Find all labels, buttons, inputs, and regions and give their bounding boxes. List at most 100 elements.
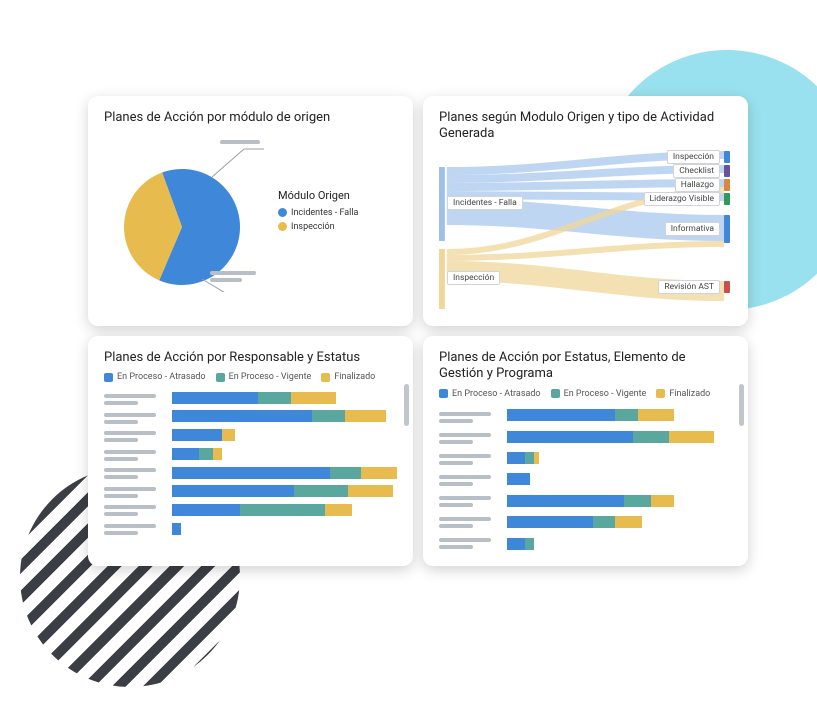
sankey-target-label: Informativa — [665, 222, 720, 236]
bar-row — [172, 392, 397, 404]
bar-row — [172, 523, 397, 535]
sankey-chart: Incidentes - FallaInspecciónInspecciónCh… — [439, 149, 732, 319]
sankey-target-bar — [724, 151, 730, 163]
bar-segment — [330, 467, 362, 479]
bar-segment — [507, 516, 593, 528]
category-label-placeholder — [439, 473, 499, 488]
bar-segment — [172, 504, 240, 516]
bar-segment — [222, 429, 236, 441]
bar-segment — [345, 410, 386, 422]
bar-row — [507, 452, 732, 464]
card-title: Planes según Modulo Origen y tipo de Act… — [439, 110, 732, 143]
card-bars-responsable: Planes de Acción por Responsable y Estat… — [88, 336, 413, 566]
scrollbar[interactable] — [739, 384, 744, 426]
legend: En Proceso - Atrasado En Proceso - Vigent… — [104, 372, 397, 382]
sankey-target-label: Hallazgo — [675, 178, 720, 192]
bar-segment — [312, 410, 346, 422]
category-labels — [439, 405, 499, 555]
bar-segment — [507, 431, 633, 443]
bar-segment — [172, 523, 181, 535]
bar-segment — [507, 473, 530, 485]
callout-placeholder — [220, 138, 266, 146]
bar-row — [507, 516, 732, 528]
bar-segment — [615, 516, 642, 528]
sankey-source-label: Inspección — [447, 271, 500, 285]
bar-row — [172, 467, 397, 479]
bar-segment — [593, 516, 616, 528]
category-label-placeholder — [104, 411, 164, 426]
bar-segment — [638, 409, 674, 421]
sankey-source-label: Incidentes - Falla — [447, 196, 523, 210]
category-label-placeholder — [439, 494, 499, 509]
bar-segment — [525, 452, 534, 464]
card-sankey-modulo-actividad: Planes según Modulo Origen y tipo de Act… — [423, 96, 748, 326]
sankey-target-label: Inspección — [667, 150, 720, 164]
bar-segment — [172, 448, 199, 460]
sankey-target-bar — [724, 215, 730, 243]
category-label-placeholder — [439, 452, 499, 467]
bar-row — [507, 409, 732, 421]
category-labels — [104, 388, 164, 538]
bar-row — [172, 429, 397, 441]
bar-segment — [213, 448, 222, 460]
bar-segment — [669, 431, 714, 443]
bar-segment — [294, 485, 348, 497]
category-label-placeholder — [439, 536, 499, 551]
bar-segment — [525, 538, 534, 550]
bar-segment — [633, 431, 669, 443]
card-pie-modulo-origen: Planes de Acción por módulo de origen Mó… — [88, 96, 413, 326]
legend-item: En Proceso - Atrasado — [104, 372, 206, 382]
callout-placeholder — [210, 269, 270, 284]
bar-row — [507, 538, 732, 550]
category-label-placeholder — [439, 431, 499, 446]
sankey-target-label: Checklist — [673, 164, 720, 178]
bar-segment — [507, 452, 525, 464]
sankey-target-bar — [724, 193, 730, 205]
bar-segment — [507, 495, 624, 507]
card-title: Planes de Acción por módulo de origen — [104, 110, 397, 126]
stacked-bar-chart — [104, 388, 397, 538]
bar-segment — [172, 429, 222, 441]
category-label-placeholder — [104, 466, 164, 481]
category-label-placeholder — [104, 503, 164, 518]
category-label-placeholder — [439, 410, 499, 425]
card-title: Planes de Acción por Estatus, Elemento d… — [439, 350, 732, 383]
pie-legend: Módulo Origen Incidentes - FallaInspecci… — [278, 189, 397, 236]
bar-row — [172, 448, 397, 460]
bar-row — [507, 473, 732, 485]
bar-segment — [325, 504, 352, 516]
legend-item: En Proceso - Vigente — [216, 372, 312, 382]
bar-segment — [348, 485, 393, 497]
legend-item: Finalizado — [321, 372, 375, 382]
legend: En Proceso - AtrasadoEn Proceso - Vigent… — [439, 389, 732, 399]
bar-row — [172, 504, 397, 516]
bar-segment — [172, 410, 312, 422]
card-bars-gestion-programa: Planes de Acción por Estatus, Elemento d… — [423, 336, 748, 566]
bar-segment — [258, 392, 292, 404]
category-label-placeholder — [104, 429, 164, 444]
sankey-target-bar — [724, 179, 730, 191]
category-label-placeholder — [104, 485, 164, 500]
bar-segment — [172, 392, 258, 404]
sankey-target-bar — [724, 165, 730, 177]
bar-row — [172, 410, 397, 422]
category-label-placeholder — [104, 522, 164, 537]
bar-segment — [291, 392, 336, 404]
bar-row — [507, 431, 732, 443]
bar-row — [172, 485, 397, 497]
stacked-bar-chart — [439, 405, 732, 555]
category-label-placeholder — [104, 392, 164, 407]
bars-area — [507, 405, 732, 555]
bar-segment — [172, 467, 330, 479]
legend-item: Finalizado — [656, 389, 710, 399]
bar-segment — [651, 495, 674, 507]
bar-segment — [361, 467, 397, 479]
category-label-placeholder — [104, 448, 164, 463]
sankey-target-label: Revisión AST — [658, 280, 720, 294]
bar-segment — [624, 495, 651, 507]
pie-chart — [104, 132, 264, 292]
scrollbar[interactable] — [404, 384, 409, 426]
bar-segment — [534, 452, 539, 464]
legend-item: En Proceso - Vigente — [551, 389, 647, 399]
dashboard-grid: Planes de Acción por módulo de origen Mó… — [88, 96, 748, 566]
